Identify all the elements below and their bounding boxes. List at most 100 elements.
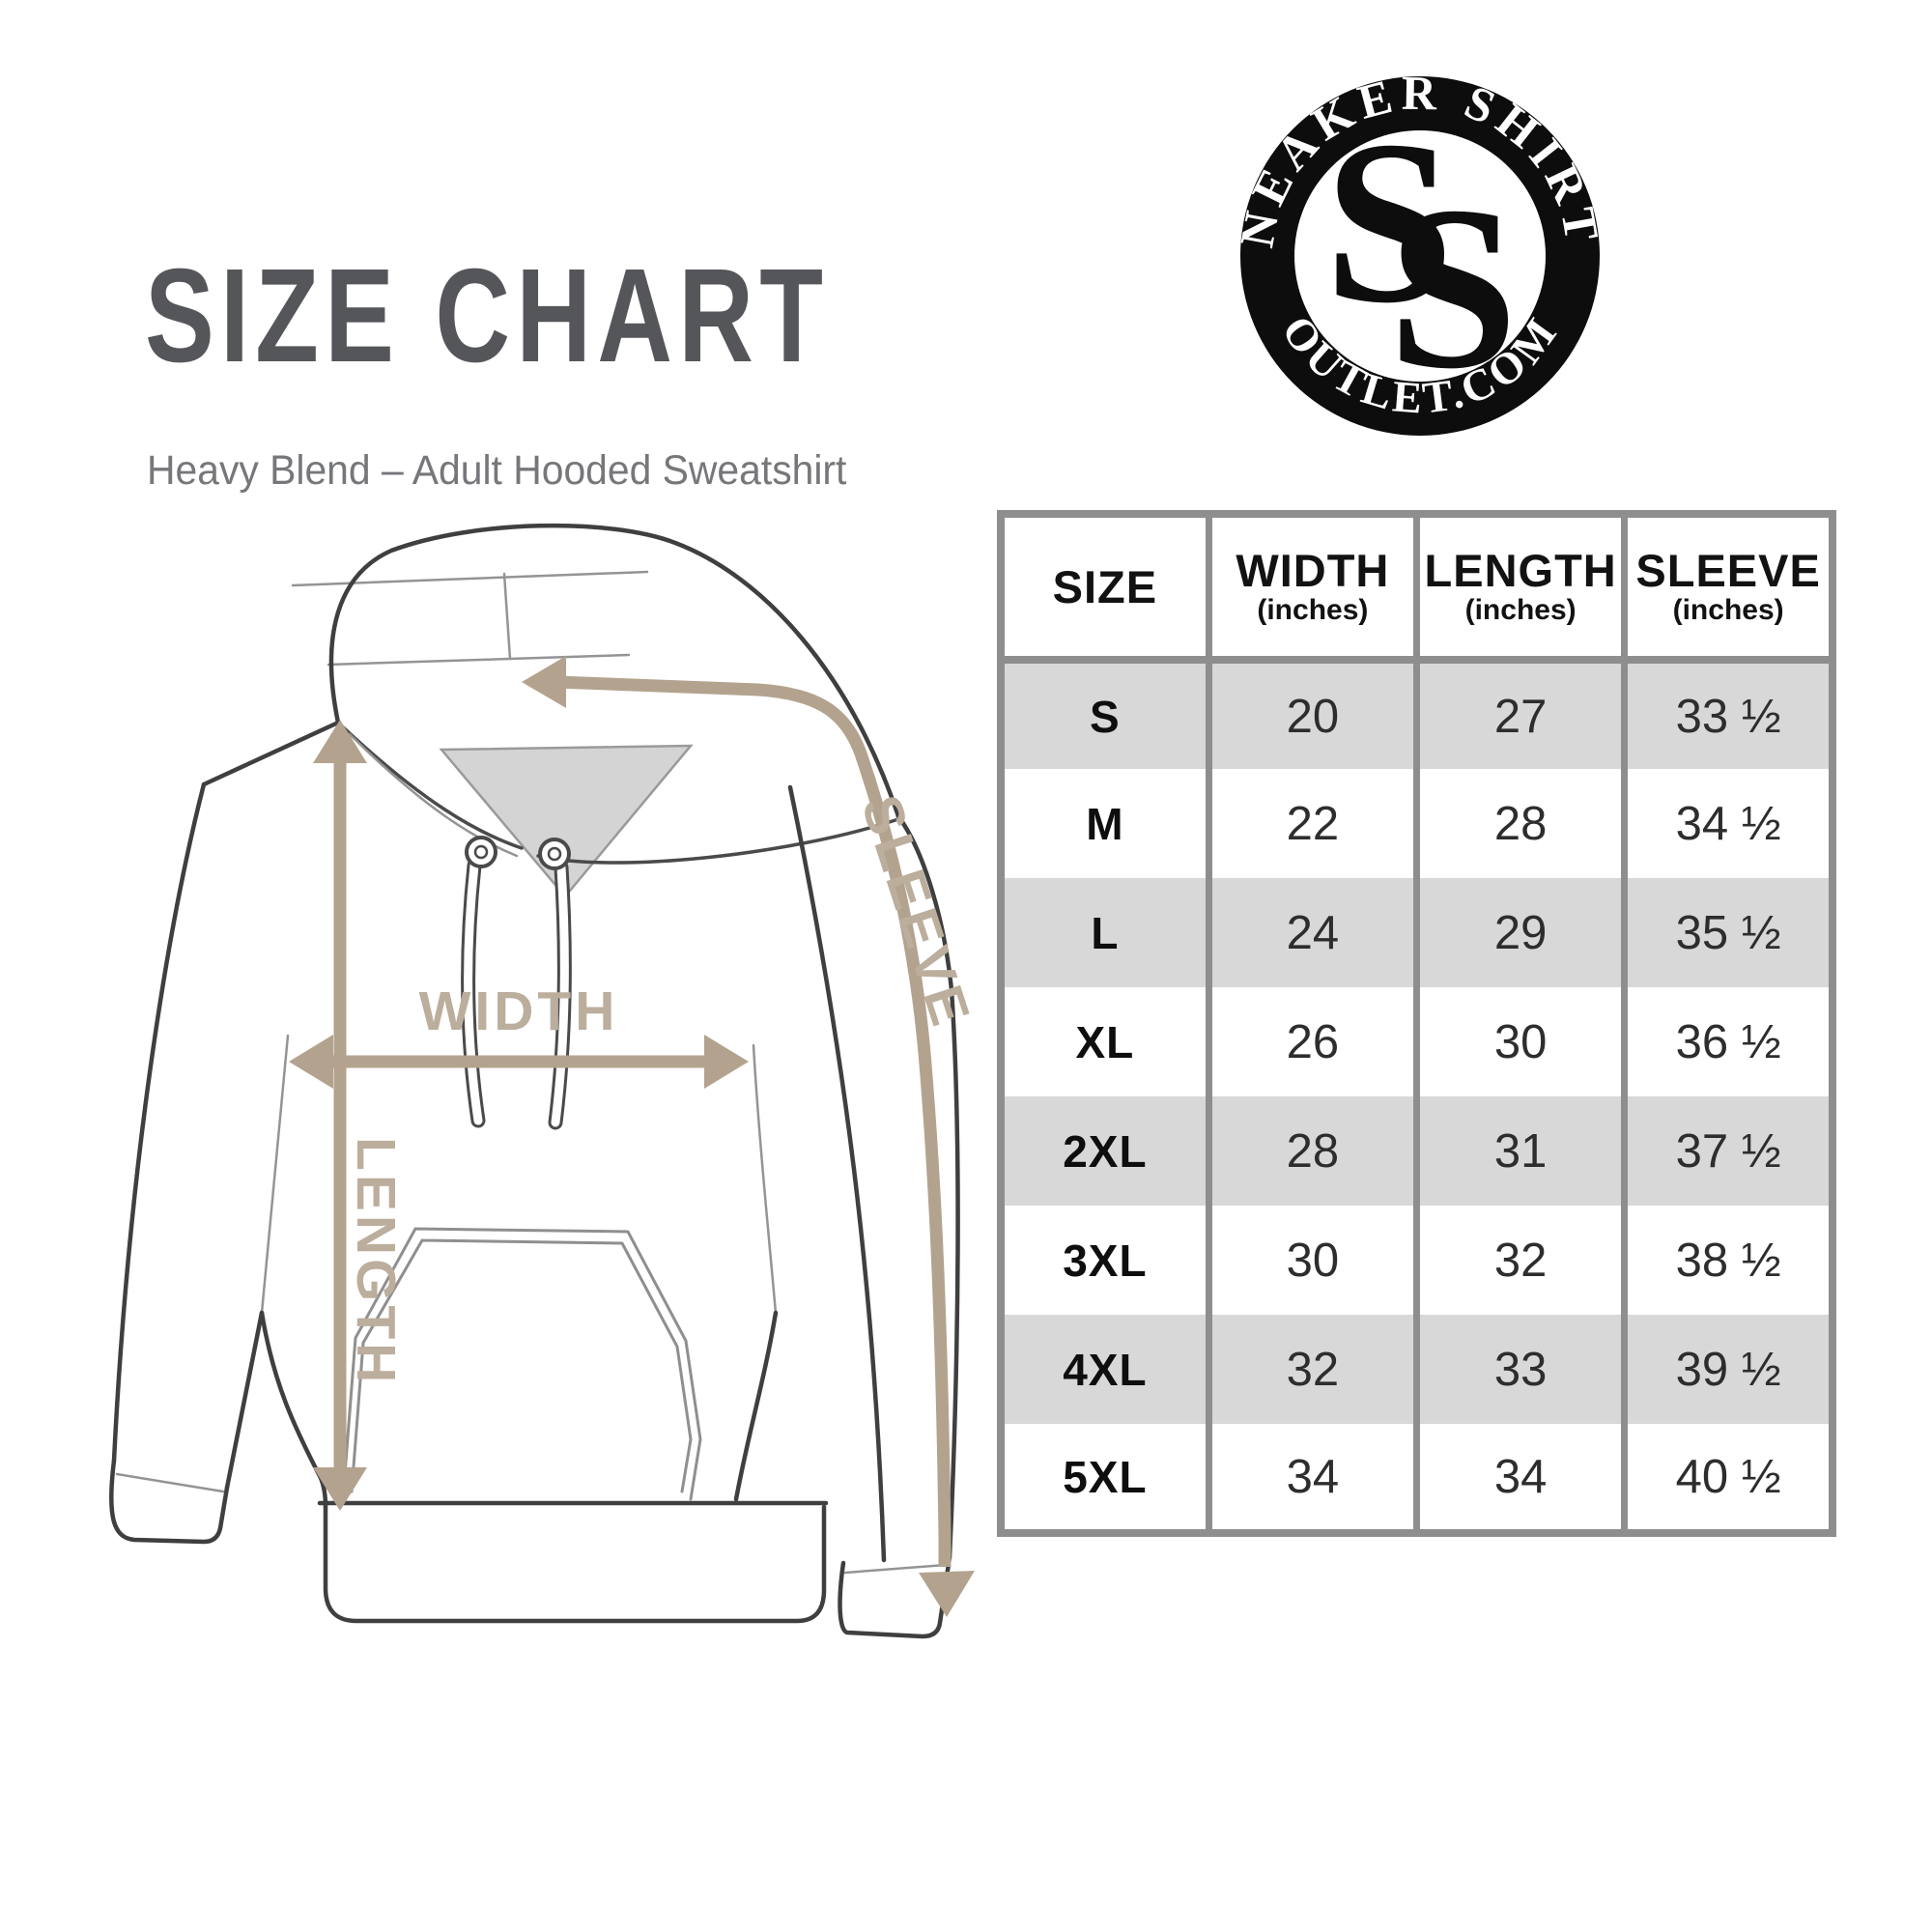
body-right-lower — [733, 1310, 779, 1502]
drawcord-right — [551, 863, 569, 1127]
width-value: 26 — [1205, 987, 1417, 1096]
width-value: 34 — [1205, 1424, 1417, 1533]
width-arrowhead-right — [704, 1035, 749, 1089]
sleeve-value: 40 ½ — [1621, 1424, 1833, 1533]
column-header-sleeve: SLEEVE (inches) — [1621, 514, 1833, 664]
logo-monogram-s1: S — [1324, 93, 1455, 352]
sleeve-arrowhead-cuff — [919, 1571, 975, 1617]
size-row-s: S 20 27 33 ½ — [1001, 660, 1833, 769]
left-sleeve-inner — [224, 1310, 265, 1491]
length-value: 29 — [1412, 878, 1625, 987]
drawcord-left — [464, 861, 483, 1125]
column-label: LENGTH — [1424, 544, 1617, 596]
body-right-seam-upper — [752, 1043, 778, 1315]
column-unit: (inches) — [1257, 593, 1369, 626]
sleeve-label: SLEEVE — [849, 788, 982, 1037]
sleeve-value: 36 ½ — [1621, 987, 1833, 1096]
size-row-m: M 22 28 34 ½ — [1001, 769, 1833, 878]
width-arrowhead-left — [289, 1035, 333, 1089]
length-value: 30 — [1412, 987, 1625, 1096]
waistband — [323, 1504, 827, 1624]
eyelet-right — [538, 838, 571, 870]
sleeve-value: 39 ½ — [1621, 1315, 1833, 1424]
size-row-l: L 24 29 35 ½ — [1001, 878, 1833, 987]
sleeve-value: 37 ½ — [1621, 1096, 1833, 1206]
hood-outline — [328, 523, 901, 819]
size-label: 3XL — [1063, 1235, 1148, 1286]
size-label: 5XL — [1063, 1451, 1148, 1502]
pocket-outer-line — [341, 1227, 702, 1501]
column-header-width: WIDTH (inches) — [1205, 514, 1417, 664]
column-unit: (inches) — [1464, 593, 1577, 626]
size-label: 2XL — [1063, 1125, 1148, 1177]
sleeve-value: 33 ½ — [1621, 660, 1833, 769]
width-value: 20 — [1205, 660, 1417, 769]
column-unit: (inches) — [1672, 593, 1784, 626]
size-row-4xl: 4XL 32 33 39 ½ — [1001, 1315, 1833, 1424]
page-subtitle: Heavy Blend – Adult Hooded Sweatshirt — [147, 447, 847, 494]
column-label: WIDTH — [1236, 544, 1390, 596]
collar-inner-line — [348, 732, 519, 858]
left-sleeve-outer — [111, 781, 207, 1463]
size-table: SIZE WIDTH (inches) LENGTH (inches) SLEEVE (in… — [997, 510, 1836, 1537]
sleeve-value: 35 ½ — [1621, 878, 1833, 987]
size-row-2xl: 2XL 28 31 37 ½ — [1001, 1096, 1833, 1206]
eyelet-right-hole — [547, 846, 562, 862]
sleeve-arrowhead-neck — [522, 656, 566, 708]
length-arrowhead-bottom — [313, 1467, 367, 1511]
size-row-xl: XL 26 30 36 ½ — [1001, 987, 1833, 1096]
eyelet-left-hole — [473, 844, 489, 860]
size-label: M — [1086, 798, 1124, 849]
size-label: 4XL — [1063, 1344, 1148, 1395]
width-value: 22 — [1205, 769, 1417, 878]
width-value: 24 — [1205, 878, 1417, 987]
length-value: 33 — [1412, 1315, 1625, 1424]
size-row-5xl: 5XL 34 34 40 ½ — [1001, 1424, 1833, 1533]
sleeve-value: 38 ½ — [1621, 1206, 1833, 1315]
page-title: SIZE CHART — [145, 242, 830, 390]
size-label: S — [1090, 691, 1121, 742]
length-value: 31 — [1412, 1096, 1625, 1206]
width-value: 32 — [1205, 1315, 1417, 1424]
column-header-size: SIZE — [1001, 514, 1209, 664]
hood-center-seam — [502, 572, 512, 661]
sleeve-value: 34 ½ — [1621, 769, 1833, 878]
right-cuff — [838, 1554, 952, 1639]
size-label: L — [1091, 907, 1120, 958]
hoodie-diagram: WIDTH LENGTH SLEEVE — [108, 523, 982, 1639]
width-label: WIDTH — [419, 980, 619, 1042]
size-row-3xl: 3XL 30 32 38 ½ — [1001, 1206, 1833, 1315]
column-label: SLEEVE — [1635, 544, 1821, 596]
length-label: LENGTH — [345, 1137, 407, 1386]
collar-left-edge — [336, 721, 524, 850]
length-value: 32 — [1412, 1206, 1625, 1315]
logo-inner-disc — [1294, 130, 1546, 382]
pocket-inner-line — [350, 1238, 693, 1493]
left-shoulder — [201, 720, 341, 787]
hood-seam-line — [291, 570, 649, 587]
length-value: 28 — [1412, 769, 1625, 878]
width-value: 30 — [1205, 1206, 1417, 1315]
brand-logo: SNEAKER SHIRTS OUTLET.COM S S — [1239, 75, 1602, 436]
body-left-seam-upper — [260, 1034, 290, 1315]
size-label: XL — [1075, 1016, 1135, 1067]
right-sleeve-inner — [787, 784, 887, 1563]
length-arrowhead-top — [313, 720, 367, 763]
column-label: SIZE — [1052, 560, 1158, 612]
hood-fold-line — [327, 653, 631, 667]
right-sleeve-outer — [895, 813, 960, 1560]
body-left-lower — [259, 1310, 328, 1510]
left-cuff-seam — [115, 1472, 225, 1493]
logo-monogram-s2: S — [1388, 158, 1519, 417]
sleeve-arrow — [556, 675, 952, 1567]
length-value: 27 — [1412, 660, 1625, 769]
inner-hood-triangle — [439, 744, 694, 898]
eyelet-left — [465, 836, 497, 868]
left-cuff — [108, 1458, 230, 1545]
length-value: 34 — [1412, 1424, 1625, 1533]
width-value: 28 — [1205, 1096, 1417, 1206]
collar-right-edge — [536, 817, 900, 865]
right-cuff-seam — [843, 1563, 948, 1575]
size-table-header: SIZE WIDTH (inches) LENGTH (inches) SLEEVE (in… — [1001, 514, 1833, 664]
